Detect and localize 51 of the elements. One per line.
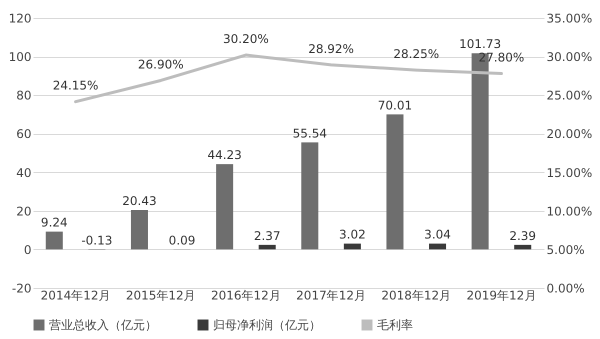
data-label: 24.15%	[52, 78, 98, 93]
data-label: 101.73	[459, 37, 502, 52]
data-label: 70.01	[378, 98, 412, 112]
data-label: 0.09	[168, 233, 196, 248]
y2-tick-label: 35.00%	[546, 12, 592, 26]
y-tick-label: 120	[8, 12, 32, 26]
data-label: 2.37	[254, 228, 281, 243]
data-label: 55.54	[292, 126, 327, 140]
y2-tick-label: 5.00%	[546, 242, 585, 257]
bar	[130, 210, 148, 250]
x-tick-label: 2015年12月	[126, 288, 196, 302]
data-label: 20.43	[122, 194, 157, 208]
data-label: 2.39	[509, 228, 536, 243]
bar	[344, 244, 361, 250]
legend-label: 营业总收入（亿元）	[49, 318, 157, 332]
bar	[46, 232, 63, 250]
legend-label: 归母净利润（亿元）	[213, 318, 321, 332]
y2-tick-label: 15.00%	[546, 166, 592, 180]
x-tick-label: 2019年12月	[466, 288, 536, 302]
legend-label: 毛利率	[377, 318, 413, 332]
bar	[301, 142, 318, 250]
data-label: 3.02	[339, 228, 366, 242]
bar	[216, 164, 234, 250]
bar	[386, 114, 404, 250]
x-tick-label: 2014年12月	[40, 288, 110, 302]
data-label: 9.24	[40, 216, 68, 230]
y2-tick-label: 10.00%	[546, 204, 592, 218]
y-tick-label: -20	[12, 282, 32, 296]
y-tick-label: 100	[8, 50, 32, 64]
y2-tick-label: 25.00%	[546, 88, 592, 103]
data-label: 28.92%	[308, 42, 354, 56]
y-tick-label: 20	[16, 204, 32, 218]
x-tick-label: 2018年12月	[381, 288, 452, 302]
y-tick-label: 40	[16, 166, 32, 180]
y2-tick-label: 0.00%	[546, 282, 585, 296]
bar	[258, 244, 276, 250]
y-tick-label: 0	[24, 242, 32, 257]
x-tick-label: 2017年12月	[296, 288, 366, 302]
data-label: 26.90%	[138, 57, 184, 72]
data-label: 30.20%	[223, 32, 269, 46]
y-tick-label: 80	[16, 88, 32, 103]
data-label: 44.23	[207, 148, 242, 162]
y-tick-label: 60	[16, 127, 32, 142]
bar	[514, 244, 532, 250]
bar	[429, 244, 446, 250]
y2-tick-label: 30.00%	[546, 50, 592, 64]
y2-tick-label: 20.00%	[546, 127, 592, 142]
data-label: 28.25%	[393, 47, 440, 62]
data-label: 3.04	[424, 228, 451, 242]
data-label: -0.13	[81, 234, 112, 248]
x-tick-label: 2016年12月	[211, 288, 281, 302]
